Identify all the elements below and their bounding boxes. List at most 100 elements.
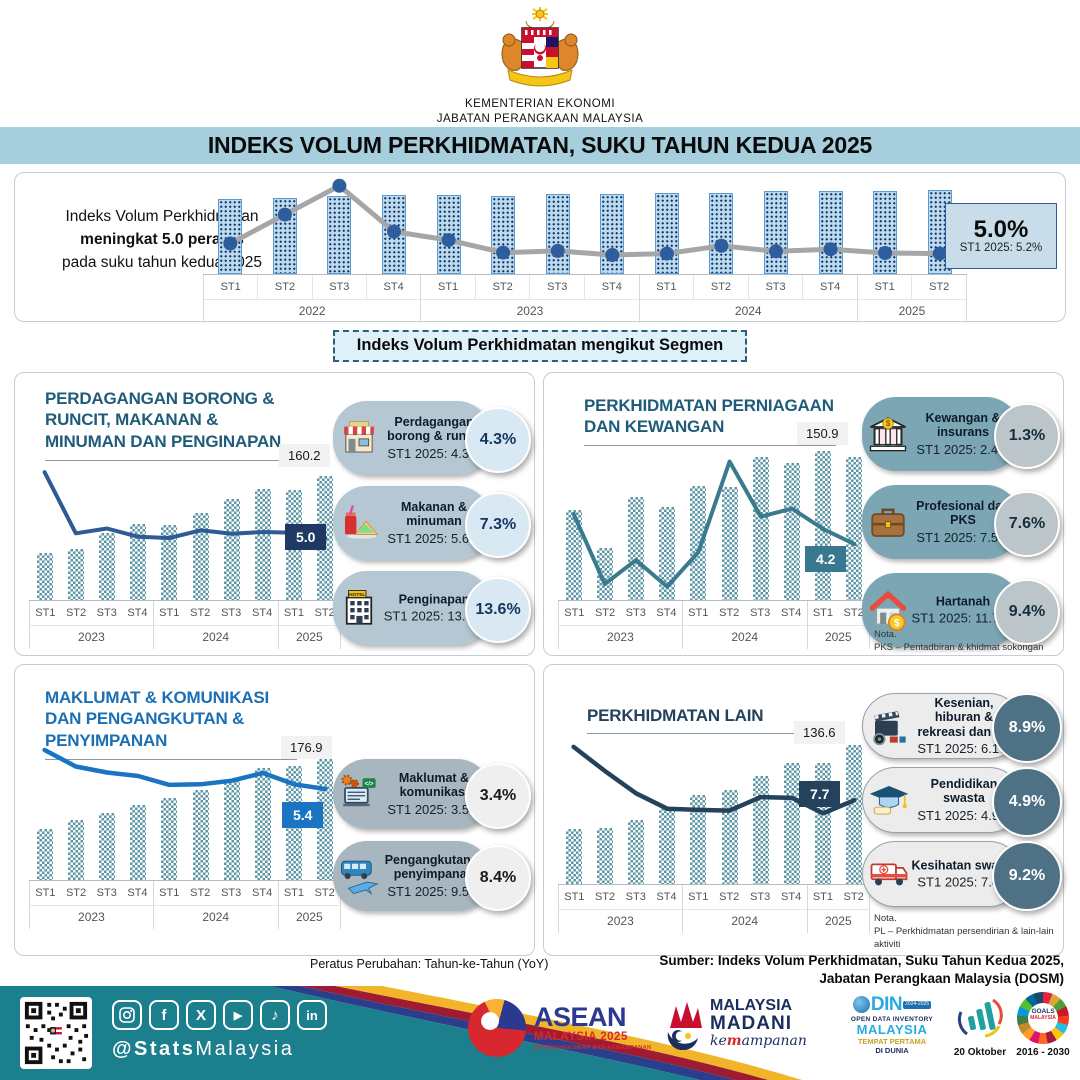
- chart-bar: [721, 790, 738, 884]
- yoy-line: [42, 747, 328, 792]
- chart-bar: [130, 804, 147, 880]
- chart-bar: [752, 457, 769, 600]
- chart-bar: [628, 497, 644, 600]
- youtube-icon[interactable]: ▶: [223, 1000, 253, 1030]
- index-peak-label: 176.9: [281, 735, 332, 759]
- main-index-chart: ST1 ST2 ST3 ST4 2022 ST1 ST2 ST3 ST4 2023 ST1 ST2 ST…: [203, 178, 967, 323]
- instagram-icon[interactable]: [112, 1000, 142, 1030]
- chart-bar: [784, 762, 800, 884]
- segment-value-badge: 3.4%: [465, 762, 531, 829]
- svg-text:$: $: [886, 419, 891, 428]
- segment-prev: ST1 2025: 2.4%: [916, 441, 1010, 457]
- facebook-icon[interactable]: f: [149, 1000, 179, 1030]
- report-title: INDEKS VOLUM PERKHIDMATAN, SUKU TAHUN KE…: [207, 131, 873, 158]
- chart-bar: [784, 462, 800, 600]
- chart-bar: [161, 798, 178, 880]
- maklumat-chart: 176.9 5.4 ST1 ST2 ST3 ST4 2023 ST1 ST2 ST3 ST4 20…: [29, 735, 341, 929]
- segment-name: Maklumat & komunikasi: [398, 771, 470, 800]
- yoy-end-label: 4.2: [805, 545, 847, 572]
- segment-name: Perdagangan borong & runcit: [387, 415, 481, 444]
- headline-previous: ST1 2025: 5.2%: [959, 242, 1043, 255]
- panel-perdagangan: PERDAGANGAN BORONG & RUNCIT, MAKANAN & M…: [14, 371, 535, 656]
- government-header: KEMENTERIAN EKONOMI JABATAN PERANGKAAN M…: [0, 0, 1080, 127]
- x-icon[interactable]: X: [186, 1000, 216, 1030]
- perdagangan-chart: 160.2 5.0 ST1 ST2 ST3 ST4 2023 ST1 ST2 ST3 ST4 20…: [29, 443, 341, 649]
- chart-bar: [846, 457, 863, 600]
- linkedin-icon[interactable]: in: [297, 1000, 327, 1030]
- segment-prev: ST1 2025: 9.5%: [387, 883, 481, 899]
- index-peak-label: 160.2: [279, 443, 330, 467]
- segment-value-badge: 8.9%: [992, 692, 1062, 763]
- segment-name: Penginapan: [398, 592, 470, 607]
- madani-glyph-icon: [667, 1002, 702, 1050]
- odin-globe-icon: [852, 996, 870, 1014]
- chart-bar: [818, 190, 843, 274]
- bank-icon: $: [867, 413, 909, 455]
- chart-bar: [161, 524, 178, 600]
- chart-bar: [223, 779, 240, 880]
- sdg-wheel-icon: [1017, 992, 1069, 1044]
- segment-prev: ST1 2025: 11.7 %: [911, 610, 1015, 626]
- segment-name: Kesenian, hiburan & rekreasi dan PL: [917, 695, 1011, 739]
- yoy-line: [571, 459, 857, 589]
- tiktok-icon[interactable]: ♪: [260, 1000, 290, 1030]
- headline-value: 5.0%: [973, 216, 1029, 244]
- chart-bar: [67, 548, 84, 600]
- source-note: Sumber: Indeks Volum Perkhidmatan, Suku …: [659, 953, 1064, 986]
- ministry-name: KEMENTERIAN EKONOMI: [464, 98, 616, 110]
- food-icon: [338, 502, 380, 544]
- footer-logos: ASEAN MALAYSIA 2025 KETERANGKUMAN DAN KE…: [0, 986, 1080, 1080]
- overview-line2: meningkat 5.0 peratus: [80, 231, 244, 249]
- chart-bar: [192, 512, 209, 600]
- yoy-end-label: 7.7: [799, 780, 841, 807]
- property-icon: $: [867, 589, 909, 631]
- yoy-line: [571, 744, 857, 816]
- education-icon: [868, 779, 910, 821]
- chart-bar: [654, 193, 679, 274]
- panel-perkhidmatan-lain: PERKHIDMATAN LAIN 136.6 7.7 ST1 ST2 ST3 ST4…: [543, 663, 1064, 956]
- mystatsday-logo: 20 Oktober: [948, 994, 1012, 1058]
- perniagaan-chart: 150.9 4.2 ST1 ST2 ST3 ST4 2023 ST1 ST2 ST3 ST4 20…: [558, 421, 870, 649]
- chart-bar: [36, 829, 53, 880]
- panel-title: PERKHIDMATAN PERNIAGAAN DAN KEWANGAN: [584, 395, 836, 447]
- health-icon: [868, 853, 910, 895]
- overview-line3: pada suku tahun kedua 2025: [62, 254, 262, 272]
- segment-prev: ST1 2025: 7.5%: [916, 529, 1010, 545]
- yoy-footnote: Peratus Perubahan: Tahun-ke-Tahun (YoY): [310, 957, 549, 971]
- chart-bar: [565, 828, 582, 884]
- segment-name: Pengangkutan & penyimpanan: [384, 853, 484, 882]
- segment-prev: ST1 2025: 6.1%: [917, 740, 1011, 756]
- chart-bar: [255, 488, 271, 600]
- chart-bar: [99, 532, 115, 600]
- segment-prev: ST1 2025: 4.3%: [387, 445, 481, 461]
- chart-bar: [596, 828, 613, 884]
- panel-title: PERKHIDMATAN LAIN: [587, 705, 799, 735]
- overview-line1: Indeks Volum Perkhidmatan: [65, 207, 259, 225]
- briefcase-icon: [867, 501, 909, 543]
- main-chart-plot: [203, 178, 967, 274]
- panel-footnote: Nota. PL – Perkhidmatan persendirian & l…: [874, 912, 1054, 950]
- qr-code: [20, 997, 92, 1069]
- chart-bar: [36, 552, 53, 600]
- panel-perniagaan-kewangan: PERKHIDMATAN PERNIAGAAN DAN KEWANGAN 150…: [543, 371, 1064, 656]
- svg-text:</>: </>: [365, 780, 374, 787]
- yoy-line: [42, 470, 328, 541]
- chart-bar: [565, 509, 582, 600]
- chart-bar: [659, 507, 676, 600]
- chart-bar: [659, 808, 676, 884]
- segment-prev: ST1 2025: 7.4%: [917, 874, 1011, 890]
- arts-icon: [868, 705, 910, 747]
- yoy-end-label: 5.0: [285, 523, 327, 550]
- chart-bar: [67, 819, 84, 880]
- segment-value-badge: 8.4%: [465, 844, 531, 911]
- department-name: JABATAN PERANGKAAN MALAYSIA: [436, 112, 644, 125]
- footer-band: f X ▶ ♪ in @StatsMalaysia ASEAN MALAYSIA…: [0, 986, 1080, 1080]
- ict-icon: </>: [338, 773, 380, 815]
- segment-value-badge: 7.3%: [465, 491, 531, 558]
- malaysia-coat-of-arms-icon: [501, 7, 579, 87]
- index-peak-label: 150.9: [797, 421, 848, 445]
- social-block: f X ▶ ♪ in @StatsMalaysia: [112, 1000, 327, 1061]
- chart-bar: [99, 813, 115, 880]
- segment-name: Kewangan & insurans: [925, 411, 1001, 440]
- headline-value-box: 5.0% ST1 2025: 5.2%: [945, 202, 1057, 269]
